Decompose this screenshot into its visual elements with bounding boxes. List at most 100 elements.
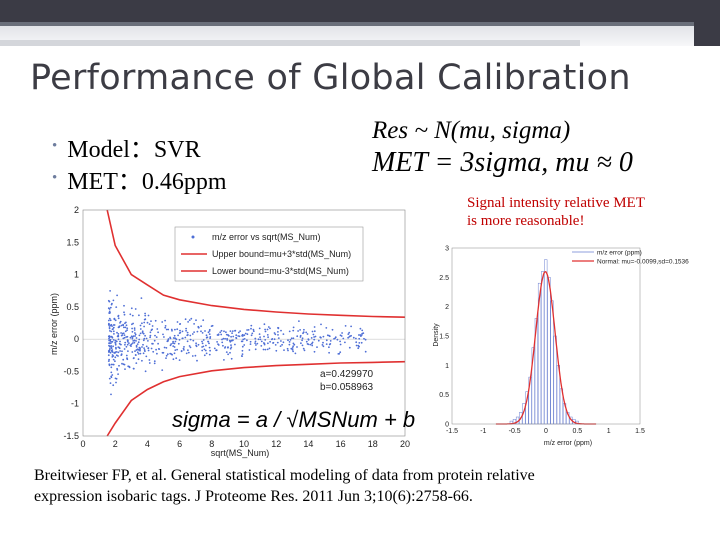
bullet-dot-icon: • (52, 137, 58, 154)
scatter-point (243, 334, 246, 337)
scatter-point (114, 342, 117, 344)
scatter-point (108, 310, 111, 313)
scatter-point (230, 344, 232, 346)
bullet-label-model: Model：SVR (67, 136, 201, 163)
scatter-point (205, 334, 208, 337)
scatter-point (178, 332, 181, 334)
formula-met: MET = 3sigma, mu ≈ 0 (372, 147, 633, 178)
scatter-point (271, 338, 274, 340)
histogram-legend-label: m/z error (ppm) (597, 250, 642, 257)
scatter-point (350, 325, 352, 328)
scatter-point (136, 351, 139, 354)
scatter-point (119, 322, 121, 324)
scatter-point (173, 334, 176, 337)
fit-param-a: a=0.429970 (320, 369, 374, 380)
scatter-point (141, 346, 143, 348)
scatter-point (181, 330, 184, 333)
scatter-point (107, 299, 110, 302)
scatter-point (267, 326, 270, 328)
scatter-points (107, 290, 367, 396)
scatter-point (152, 350, 155, 353)
histogram-bar (544, 259, 548, 425)
scatter-point (189, 338, 192, 341)
scatter-point (164, 325, 167, 327)
scatter-ytick-label: -0.5 (63, 366, 79, 376)
scatter-point (125, 324, 128, 327)
scatter-point (363, 337, 365, 340)
scatter-point (197, 326, 200, 329)
scatter-point (347, 333, 350, 335)
scatter-point (153, 362, 156, 365)
scatter-point (110, 347, 113, 350)
scatter-point (135, 337, 138, 339)
scatter-point (166, 353, 169, 356)
scatter-point (204, 330, 206, 332)
scatter-point (108, 348, 111, 351)
scatter-point (142, 332, 145, 335)
fit-param-b: b=0.058963 (320, 382, 374, 393)
scatter-point (206, 336, 209, 339)
fit-formula: sigma = a / √MSNum + b (172, 407, 415, 432)
scatter-point (134, 308, 137, 310)
scatter-point (139, 352, 142, 355)
scatter-point (322, 341, 324, 344)
scatter-point (123, 304, 125, 307)
scatter-point (144, 334, 147, 337)
scatter-point (117, 314, 120, 317)
scatter-point (173, 352, 176, 355)
scatter-point (133, 329, 136, 331)
scatter-point (292, 326, 295, 329)
slide-header-band (0, 0, 720, 46)
scatter-point (264, 328, 266, 331)
scatter-point (149, 336, 152, 339)
scatter-point (124, 343, 126, 346)
scatter-point (142, 352, 145, 355)
histogram-xtick-label: 0.5 (572, 428, 582, 435)
scatter-point (120, 324, 123, 327)
scatter-point (141, 322, 143, 325)
scatter-point (157, 342, 160, 345)
scatter-point (348, 331, 351, 334)
scatter-point (313, 350, 316, 353)
scatter-point (313, 326, 316, 328)
scatter-point (118, 325, 121, 328)
scatter-point (311, 342, 313, 345)
scatter-point (107, 324, 110, 326)
scatter-point (204, 349, 207, 352)
scatter-point (178, 339, 181, 341)
scatter-point (108, 344, 110, 347)
scatter-point (260, 345, 263, 347)
scatter-point (130, 345, 132, 347)
scatter-point (120, 353, 123, 356)
note-line-2: is more reasonable! (467, 213, 585, 229)
note-line-1: Signal intensity relative MET (467, 195, 645, 211)
scatter-point (144, 312, 147, 315)
scatter-point (164, 319, 167, 322)
scatter-point (313, 338, 316, 341)
scatter-point (339, 343, 342, 346)
scatter-point (125, 336, 128, 338)
scatter-point (246, 333, 249, 336)
scatter-point (109, 338, 112, 341)
scatter-point (220, 329, 223, 332)
scatter-point (150, 347, 153, 350)
scatter-point (273, 338, 276, 341)
scatter-point (127, 342, 130, 344)
scatter-point (118, 364, 120, 367)
scatter-point (344, 341, 346, 344)
scatter-point (277, 327, 280, 329)
scatter-point (144, 314, 147, 317)
normal-fit-curve (495, 270, 597, 425)
scatter-point (263, 335, 265, 338)
scatter-point (211, 324, 214, 327)
scatter-point (112, 358, 115, 361)
scatter-point (303, 328, 305, 331)
scatter-point (151, 342, 154, 345)
scatter-point (123, 336, 126, 339)
scatter-point (117, 351, 120, 354)
scatter-point (235, 337, 238, 340)
scatter-point (241, 349, 244, 352)
scatter-point (147, 340, 149, 342)
scatter-point (122, 363, 125, 366)
scatter-point (138, 334, 141, 337)
